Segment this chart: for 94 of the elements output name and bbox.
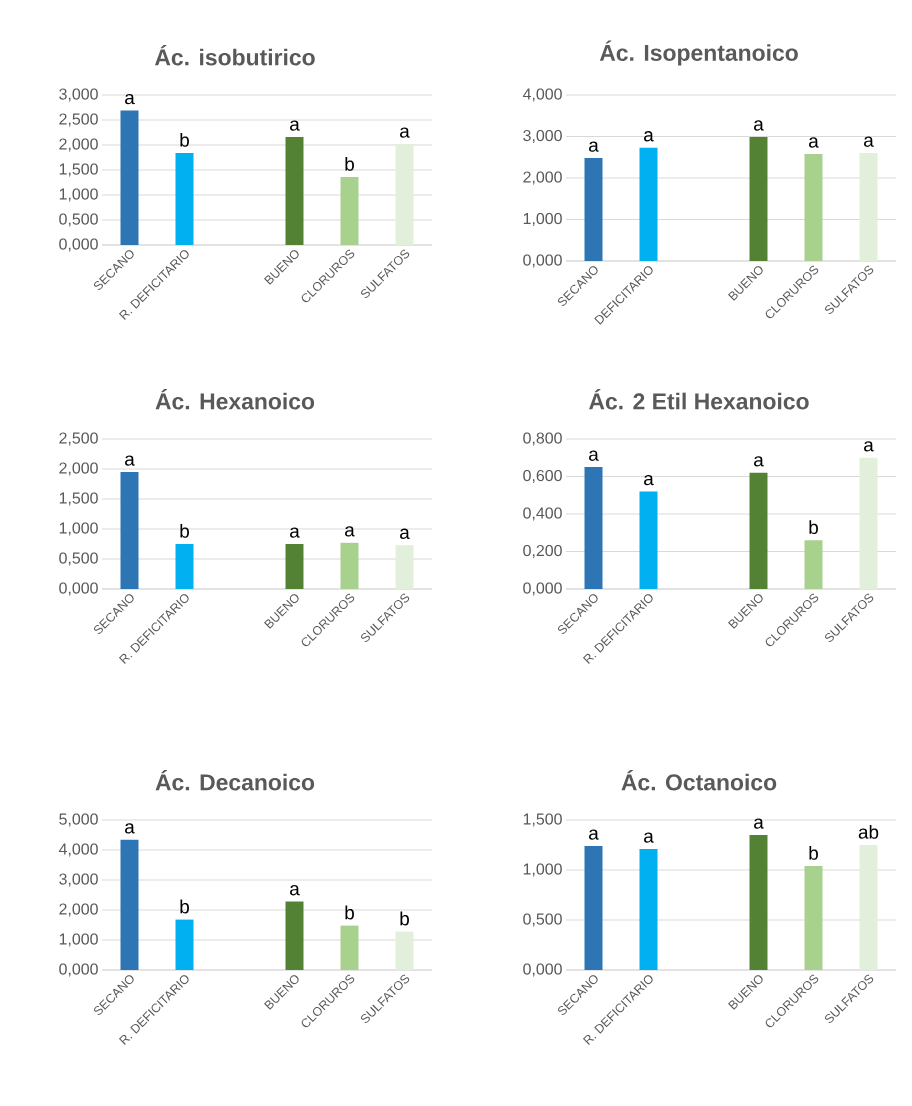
bar [749,835,768,970]
annotation: a [864,441,874,452]
y-tick-label: 0,000 [59,238,98,252]
annotation: a [644,474,654,486]
annotation: a [809,137,819,148]
y-tick-label: 0,000 [59,963,98,977]
bar [120,110,139,245]
chart-title: Ác. Hexanoico [155,388,315,410]
annotation: a [754,456,764,467]
chart-title: Ác. 2 Etil Hexanoico [589,388,809,410]
annotation: a [345,526,355,537]
annotation: a [754,120,764,131]
annotation: a [125,823,135,834]
annotation: a [864,136,874,147]
y-tick-label: 0,500 [59,213,98,227]
y-tick-label: 0,400 [523,507,562,521]
bar [804,866,823,970]
y-tick-label: 0,600 [523,469,562,484]
y-tick-label: 1,000 [59,933,98,947]
annotation: a [290,527,300,538]
y-tick-label: 1,000 [523,863,562,877]
y-tick-label: 0,000 [523,963,562,977]
annotation: a [290,885,300,896]
chart-title: Ác. Decanoico [155,769,315,791]
y-tick-label: 2,000 [59,462,98,476]
y-tick-label: 0,200 [523,544,562,559]
bar [175,152,194,245]
bar [175,543,194,589]
y-tick-label: 5,000 [59,813,98,827]
y-tick-label: 0,000 [59,582,98,596]
y-tick-label: 1,500 [523,813,562,827]
annotation: a [400,528,410,539]
bar [340,542,359,589]
y-tick-label: 2,000 [523,171,562,185]
bar [120,839,139,970]
annotation: a [644,832,654,843]
bar [120,471,139,589]
bar [639,849,658,970]
annotation: a [589,829,599,840]
bar [859,845,878,970]
annotation: a [290,120,300,131]
bar [340,176,359,245]
bar [749,472,768,589]
annotation: ab [858,824,879,839]
y-tick-label: 1,000 [59,522,98,536]
annotation: b [809,520,818,535]
bar [285,901,304,970]
bar [285,543,304,589]
annotation: a [125,93,135,105]
bar [175,919,194,970]
y-tick-label: 3,000 [523,129,562,144]
bar [639,491,658,589]
y-tick-label: 4,000 [522,88,562,102]
chart-title: Ác. isobutirico [154,44,315,66]
y-tick-label: 3,000 [59,88,98,102]
annotation: a [400,127,410,138]
annotation: b [180,899,189,914]
bar [804,540,823,589]
y-tick-label: 1,500 [59,163,98,177]
bar [584,467,603,589]
y-tick-label: 1,000 [523,212,562,227]
y-tick-label: 1,000 [59,188,98,202]
annotation: b [345,905,354,920]
annotation: b [809,845,818,860]
y-tick-label: 4,000 [58,843,98,857]
y-tick-label: 0,800 [523,432,562,446]
y-tick-label: 2,000 [59,138,98,152]
annotation: b [345,156,354,171]
y-tick-label: 0,000 [523,582,562,596]
annotation: a [754,818,764,829]
y-tick-label: 0,000 [523,254,562,268]
bar [340,925,359,970]
annotation: b [180,132,189,147]
y-tick-label: 2,000 [59,903,98,917]
y-tick-label: 2,500 [59,113,98,127]
annotation: a [644,131,654,142]
y-tick-label: 1,500 [59,492,98,506]
annotation: b [400,911,409,926]
y-tick-label: 0,500 [59,552,98,566]
chart-title: Ác. Isopentanoico [599,40,798,66]
annotation: a [589,450,599,461]
annotation: a [589,141,599,152]
annotation: a [125,455,135,466]
chart-title: Ác. Octanoico [621,769,777,791]
y-tick-label: 3,000 [59,873,98,887]
y-tick-label: 2,500 [59,432,98,446]
bar [395,143,414,245]
bar [395,545,414,589]
bar [285,136,304,245]
bar [859,457,878,589]
bar [395,931,414,970]
y-tick-label: 0,500 [523,913,562,927]
annotation: b [180,523,189,538]
bar [584,846,603,970]
